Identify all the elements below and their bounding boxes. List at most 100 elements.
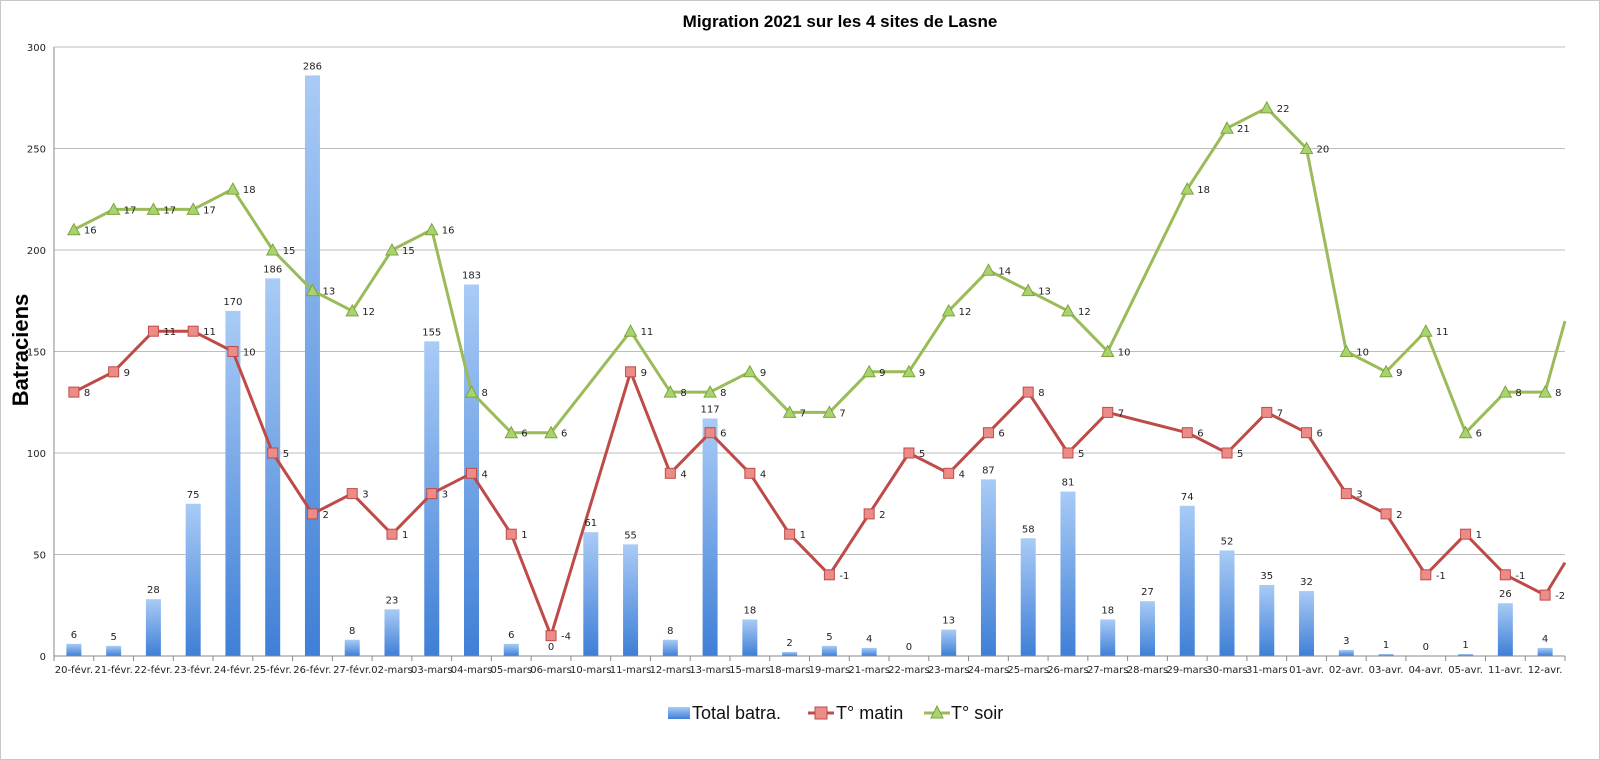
marker-t-soir [1339, 344, 1354, 357]
marker-t-soir [1021, 283, 1036, 297]
marker-t-soir [1538, 385, 1552, 398]
label-t-soir: 13 [1038, 287, 1051, 298]
bar-value-label: 117 [701, 404, 720, 415]
marker-t-matin [386, 528, 398, 540]
marker-t-soir [464, 385, 479, 398]
chart-title: Migration 2021 sur les 4 sites de Lasne [683, 12, 998, 31]
bar-value-label: 8 [667, 626, 673, 637]
label-t-soir: 8 [680, 388, 686, 399]
bar-value-label: 5 [826, 632, 832, 643]
bar-value-label: 186 [263, 264, 282, 275]
bar-value-label: 4 [1542, 634, 1548, 645]
label-t-matin: 9 [641, 368, 647, 379]
y-tick-label: 100 [27, 449, 46, 460]
marker-t-soir [1418, 324, 1433, 337]
marker-t-matin [823, 569, 835, 581]
x-axis-ticks: 20-févr. 21-févr. 22-févr. 23-févr. 24-févr.… [53, 656, 1566, 676]
legend-label-soir: T° soir [951, 703, 1003, 723]
label-t-soir: 17 [163, 205, 176, 216]
bar [225, 310, 241, 656]
label-t-matin: 5 [283, 449, 289, 460]
label-t-matin: 6 [1317, 429, 1323, 440]
marker-t-matin [267, 447, 279, 459]
bar [662, 639, 678, 656]
bar-value-label: 28 [147, 585, 160, 596]
legend-label-matin: T° matin [836, 703, 903, 723]
label-t-soir: 8 [1555, 388, 1561, 399]
marker-t-matin [1062, 447, 1074, 459]
x-tick-label: 05-avr. [1448, 665, 1483, 676]
bar-value-label: 52 [1221, 536, 1234, 547]
x-tick-label: 10-mars [570, 665, 612, 676]
marker-t-soir [146, 202, 161, 215]
x-tick-label: 01-avr. [1289, 665, 1324, 676]
x-tick-label: 27-mars [1087, 665, 1129, 676]
marker-t-soir [703, 385, 717, 398]
marker-t-soir [1061, 303, 1075, 317]
label-t-matin: 8 [84, 388, 90, 399]
label-t-soir: 16 [442, 226, 455, 237]
label-t-soir: 13 [322, 287, 335, 298]
bar-value-label: 6 [71, 630, 77, 641]
label-t-matin: 1 [1476, 530, 1482, 541]
bar-value-label: 58 [1022, 524, 1035, 535]
marker-t-matin [545, 630, 557, 642]
marker-t-matin [505, 528, 517, 540]
label-t-soir: 9 [919, 368, 925, 379]
x-tick-label: 24-mars [968, 665, 1010, 676]
marker-t-soir [504, 425, 519, 439]
marker-t-soir [941, 303, 956, 317]
marker-t-soir [544, 425, 558, 439]
marker-t-soir [106, 202, 121, 215]
label-t-soir: 15 [283, 246, 296, 257]
bar-value-label: 3 [1343, 636, 1349, 647]
bar-value-label: 18 [1101, 605, 1114, 616]
marker-t-soir [385, 242, 399, 256]
marker-t-matin [863, 508, 875, 520]
bar-value-label: 61 [584, 518, 597, 529]
x-tick-label: 26-févr. [293, 664, 331, 676]
marker-t-matin [1420, 569, 1432, 581]
legend-marker-matin [814, 706, 828, 720]
label-t-matin: 8 [1038, 388, 1044, 399]
marker-t-soir [1259, 100, 1274, 114]
marker-t-soir [226, 182, 240, 195]
label-t-matin: 2 [879, 510, 885, 521]
label-t-matin: 5 [1078, 449, 1084, 460]
bar-value-label: 18 [743, 605, 756, 616]
x-tick-label: 19-mars [809, 665, 851, 676]
x-tick-label: 05-mars [491, 665, 533, 676]
label-t-matin: 6 [998, 429, 1004, 440]
bar-value-label: 155 [422, 327, 441, 338]
label-t-matin: 5 [919, 449, 925, 460]
y-tick-label: 50 [33, 551, 46, 562]
label-t-soir: 12 [362, 307, 375, 318]
label-t-matin: 7 [1277, 408, 1283, 419]
bar [1219, 550, 1235, 656]
marker-t-matin [187, 325, 199, 337]
label-t-matin: 2 [1396, 510, 1402, 521]
marker-t-matin [1301, 427, 1313, 439]
marker-t-soir [305, 283, 320, 297]
x-tick-label: 28-mars [1127, 665, 1169, 676]
x-tick-label: 25-févr. [254, 664, 292, 676]
label-t-soir: 22 [1277, 104, 1290, 115]
x-tick-label: 30-mars [1206, 665, 1248, 676]
legend-label-total: Total batra. [692, 703, 781, 723]
label-t-soir: 9 [879, 368, 885, 379]
marker-t-soir [981, 263, 996, 276]
x-tick-label: 22-mars [888, 665, 930, 676]
bar-value-label: 26 [1499, 589, 1512, 600]
label-t-soir: 6 [521, 429, 527, 440]
label-t-matin: 5 [1237, 449, 1243, 460]
marker-t-matin [664, 467, 676, 479]
bar-value-label: 75 [187, 490, 200, 501]
marker-t-soir [1458, 425, 1473, 439]
bar [702, 418, 718, 656]
bar [1458, 653, 1474, 656]
marker-t-soir [1180, 182, 1195, 195]
label-t-soir: 7 [839, 408, 845, 419]
marker-t-soir [822, 405, 837, 418]
marker-t-matin [1022, 386, 1034, 398]
